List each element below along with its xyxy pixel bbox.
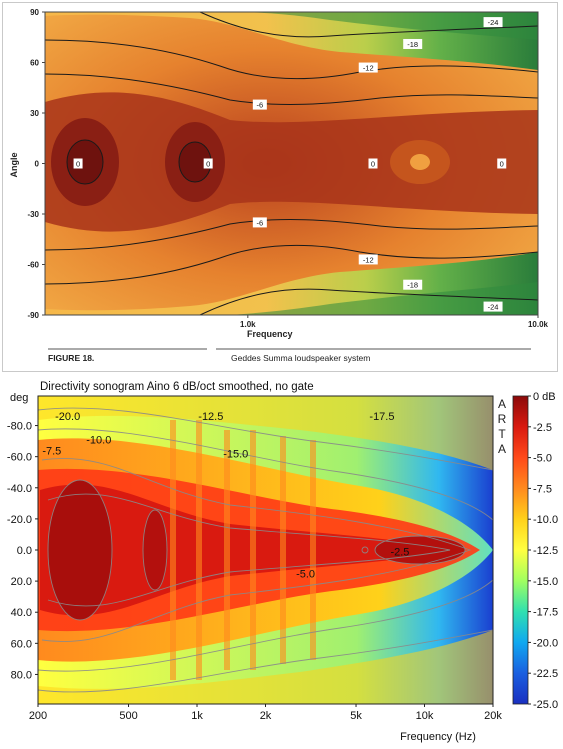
contour-label: -18 — [407, 281, 418, 290]
x-tick-label: 1k — [191, 710, 203, 722]
colorbar-tick-label: -25.0 — [533, 699, 558, 711]
y-tick-label: 80.0 — [11, 669, 32, 681]
colorbar — [512, 395, 529, 705]
contour-label-bg — [403, 38, 423, 49]
contour-label-bg — [73, 158, 83, 169]
contour-label: -7.5 — [42, 445, 61, 457]
colorbar-tick-label: -7.5 — [533, 483, 552, 495]
colorbar-tick-label: -12.5 — [533, 545, 558, 557]
y-tick-label: 60 — [30, 59, 39, 68]
arta-plot-area — [38, 396, 493, 704]
y-tick-label: -80.0 — [7, 421, 32, 433]
contour-label: 0 — [206, 160, 210, 169]
y-tick-label: -30 — [27, 210, 39, 219]
geddes-contour-labels: -24 -18 -12 -6 0 0 0 0 -6 -12 -18 -24 — [73, 17, 507, 312]
x-tick-label: 500 — [119, 710, 137, 722]
brand-letter: A — [498, 442, 506, 456]
x-tick-label: 10k — [416, 710, 434, 722]
x-tick-label: 5k — [350, 710, 362, 722]
y-tick-label: 0 — [35, 160, 40, 169]
contour-label: -20.0 — [55, 411, 80, 423]
contour-label-bg — [252, 217, 267, 228]
arta-x-label: Frequency (Hz) — [400, 731, 476, 743]
arta-title: Directivity sonogram Aino 6 dB/oct smoot… — [40, 381, 314, 393]
colorbar-tick-label: -22.5 — [533, 668, 558, 680]
contour-label: -12 — [363, 64, 374, 73]
contour-label: -2.5 — [390, 547, 409, 559]
arta-x-ticks: 200 500 1k 2k 5k 10k 20k — [29, 704, 502, 722]
arta-y-unit: deg — [10, 392, 28, 404]
contour-label: -12 — [363, 255, 374, 264]
contour-label: 0 — [371, 160, 375, 169]
arta-y-ticks: -80.0 -60.0 -40.0 -20.0 0.0 20.0 40.0 60.0 80.0 — [7, 421, 38, 681]
contour-label-bg — [483, 17, 503, 28]
brand-letter: R — [498, 412, 507, 426]
colorbar-tick-label: -5.0 — [533, 453, 552, 465]
contour-label-bg — [368, 158, 378, 169]
colorbar-tick-label: -20.0 — [533, 637, 558, 649]
geddes-y-label: Angle — [9, 152, 19, 177]
arta-figure: Directivity sonogram Aino 6 dB/oct smoot… — [0, 378, 563, 744]
arta-chart: Directivity sonogram Aino 6 dB/oct smoot… — [7, 381, 558, 743]
contour-label: -10.0 — [86, 435, 111, 447]
contour-label-bg — [403, 279, 423, 290]
contour-label-bg — [358, 62, 378, 73]
contour-label-bg — [497, 158, 507, 169]
x-tick-label: 200 — [29, 710, 47, 722]
y-tick-label: -60.0 — [7, 452, 32, 464]
colorbar-tick-label: 0 dB — [533, 391, 556, 403]
geddes-y-ticks: 90 60 30 0 -30 -60 -90 — [27, 8, 45, 320]
contour-label: 0 — [500, 160, 504, 169]
geddes-x-label: Frequency — [247, 329, 293, 339]
colorbar-tick-label: -15.0 — [533, 576, 558, 588]
y-tick-label: -90 — [27, 311, 39, 320]
x-tick-label: 20k — [484, 710, 502, 722]
colorbar-tick-label: -2.5 — [533, 422, 552, 434]
arta-contour-labels: -20.0 -12.5 -17.5 -10.0 -7.5 -15.0 -2.5 -5.0 — [42, 411, 409, 580]
y-tick-label: -60 — [27, 261, 39, 270]
y-tick-label: 40.0 — [11, 607, 32, 619]
contour-label: -5.0 — [296, 568, 315, 580]
y-tick-label: 60.0 — [11, 638, 32, 650]
contour-label: -24 — [488, 18, 499, 27]
figure-caption: Geddes Summa loudspeaker system — [231, 353, 370, 363]
contour-label-bg — [358, 254, 378, 265]
contour-label-bg — [203, 158, 213, 169]
brand-letter: T — [498, 427, 506, 441]
contour-label: -17.5 — [369, 411, 394, 423]
y-tick-label: 0.0 — [17, 545, 32, 557]
y-tick-label: 90 — [30, 8, 39, 17]
colorbar-tick-label: -10.0 — [533, 514, 558, 526]
contour-label-bg — [483, 301, 503, 312]
contour-label-bg — [252, 99, 267, 110]
colorbar-tick-label: -17.5 — [533, 607, 558, 619]
geddes-x-ticks: 1.0k 10.0k — [240, 315, 549, 329]
contour-label: -6 — [256, 218, 263, 227]
colorbar-ticks: 0 dB -2.5 -5.0 -7.5 -10.0 -12.5 -15.0 -17.5 -20.… — [528, 391, 558, 711]
contour-label: -6 — [256, 101, 263, 110]
y-tick-label: 20.0 — [11, 576, 32, 588]
contour-label: -15.0 — [223, 449, 248, 461]
x-tick-label: 2k — [260, 710, 272, 722]
figure-number: FIGURE 18. — [48, 353, 94, 363]
contour-label: -18 — [407, 40, 418, 49]
contour-label: -24 — [488, 303, 499, 312]
x-tick-label: 1.0k — [240, 320, 256, 329]
contour-label: 0 — [76, 160, 80, 169]
y-tick-label: 30 — [30, 109, 39, 118]
geddes-plot-area — [45, 12, 538, 315]
geddes-figure: 90 60 30 0 -30 -60 -90 1.0k 10.0k -24 -18 -12 -6 0 0… — [2, 2, 558, 372]
contour-label: -12.5 — [198, 411, 223, 423]
brand-letter: A — [498, 397, 506, 411]
y-tick-label: -20.0 — [7, 514, 32, 526]
x-tick-label: 10.0k — [528, 320, 549, 329]
y-tick-label: -40.0 — [7, 483, 32, 495]
